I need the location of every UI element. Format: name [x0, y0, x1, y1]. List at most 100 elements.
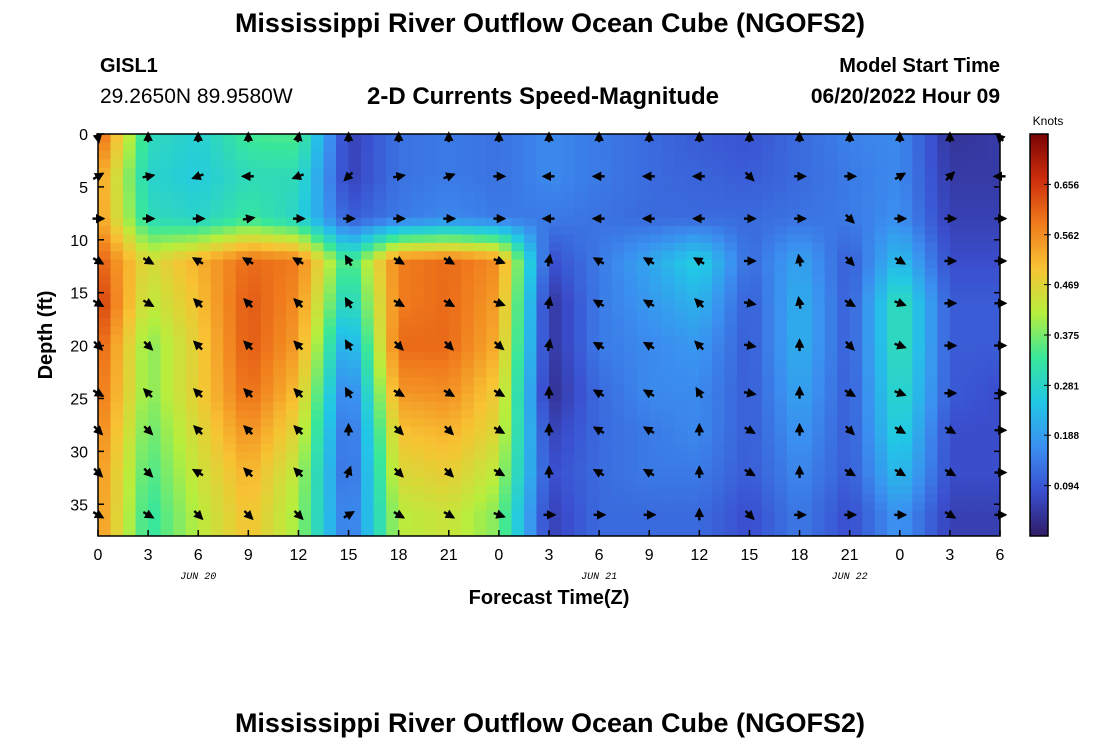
heatmap-cell	[899, 351, 913, 361]
heatmap-cell	[636, 435, 650, 445]
heatmap-cell	[398, 276, 412, 286]
heatmap-cell	[874, 259, 888, 269]
heatmap-cell	[586, 293, 600, 303]
heatmap-cell	[599, 175, 613, 185]
heatmap-cell	[123, 494, 137, 504]
heatmap-cell	[473, 167, 487, 177]
heatmap-cell	[549, 259, 563, 269]
heatmap-cell	[862, 276, 876, 286]
heatmap-cell	[498, 485, 513, 495]
heatmap-cell	[511, 351, 525, 361]
heatmap-cell	[235, 427, 249, 437]
heatmap-cell	[699, 184, 713, 194]
heatmap-cell	[874, 335, 888, 344]
current-arrow	[143, 340, 154, 351]
heatmap-cell	[336, 494, 350, 504]
heatmap-cell	[611, 360, 625, 370]
heatmap-cell	[837, 192, 851, 202]
heatmap-cell	[285, 510, 300, 520]
heatmap-cell	[223, 343, 237, 353]
heatmap-cell	[774, 159, 788, 169]
heatmap-cell	[423, 418, 437, 428]
heatmap-cell	[223, 159, 237, 169]
heatmap-cell	[912, 175, 926, 185]
heatmap-cell	[198, 452, 212, 462]
heatmap-cell	[461, 360, 475, 370]
heatmap-cell	[699, 284, 713, 294]
heatmap-cell	[611, 159, 625, 169]
heatmap-cell	[110, 318, 124, 328]
heatmap-cell	[974, 150, 989, 160]
heatmap-cell	[498, 368, 513, 378]
heatmap-cell	[135, 326, 149, 336]
heatmap-cell	[774, 326, 788, 336]
heatmap-cell	[473, 234, 487, 244]
heatmap-cell	[411, 376, 425, 386]
heatmap-cell	[436, 510, 450, 520]
heatmap-cell	[787, 452, 801, 462]
heatmap-cell	[724, 385, 738, 395]
heatmap-cell	[173, 402, 187, 411]
heatmap-cell	[624, 284, 638, 294]
heatmap-cell	[874, 184, 888, 194]
heatmap-cell	[511, 410, 525, 420]
heatmap-cell	[260, 452, 274, 462]
heatmap-cell	[761, 150, 776, 160]
heatmap-cell	[348, 469, 362, 478]
heatmap-cell	[611, 326, 625, 336]
heatmap-cell	[837, 469, 851, 478]
heatmap-cell	[862, 343, 876, 353]
heatmap-cell	[173, 242, 187, 252]
heatmap-cell	[599, 418, 613, 428]
heatmap-cell	[924, 326, 938, 336]
heatmap-cell	[423, 309, 437, 319]
heatmap-cell	[98, 242, 112, 252]
heatmap-cell	[686, 410, 700, 420]
heatmap-cell	[536, 494, 550, 504]
heatmap-cell	[323, 427, 337, 437]
heatmap-cell	[98, 402, 112, 411]
heatmap-cell	[599, 527, 613, 536]
heatmap-cell	[887, 201, 901, 210]
heatmap-cell	[736, 318, 751, 328]
heatmap-cell	[711, 318, 725, 328]
heatmap-cell	[273, 335, 287, 344]
heatmap-cell	[123, 485, 137, 495]
heatmap-cell	[937, 318, 951, 328]
heatmap-cell	[937, 150, 951, 160]
heatmap-cell	[536, 268, 550, 277]
heatmap-cell	[624, 527, 638, 536]
heatmap-cell	[862, 159, 876, 169]
heatmap-cell	[599, 259, 613, 269]
heatmap-cell	[586, 134, 600, 143]
heatmap-cell	[123, 527, 137, 536]
heatmap-cell	[561, 460, 575, 470]
heatmap-cell	[423, 226, 437, 236]
heatmap-cell	[373, 192, 387, 202]
heatmap-cell	[787, 335, 801, 344]
heatmap-cell	[398, 142, 412, 152]
heatmap-cell	[887, 318, 901, 328]
heatmap-cell	[361, 385, 375, 395]
heatmap-cell	[699, 418, 713, 428]
heatmap-cell	[887, 510, 901, 520]
heatmap-cell	[148, 234, 162, 244]
date-label: JUN 22	[832, 572, 868, 583]
heatmap-cell	[523, 469, 538, 478]
heatmap-cell	[774, 410, 788, 420]
heatmap-cell	[373, 284, 387, 294]
heatmap-cell	[761, 184, 776, 194]
heatmap-cell	[248, 234, 262, 244]
heatmap-cell	[386, 443, 400, 453]
heatmap-cell	[549, 201, 563, 210]
heatmap-cell	[310, 134, 325, 143]
heatmap-cell	[924, 477, 938, 487]
heatmap-cell	[812, 150, 826, 160]
heatmap-cell	[348, 150, 362, 160]
heatmap-cell	[724, 443, 738, 453]
heatmap-cell	[874, 385, 888, 395]
heatmap-cell	[148, 268, 162, 277]
heatmap-cell	[423, 452, 437, 462]
heatmap-cell	[336, 201, 350, 210]
current-arrow	[493, 340, 505, 351]
